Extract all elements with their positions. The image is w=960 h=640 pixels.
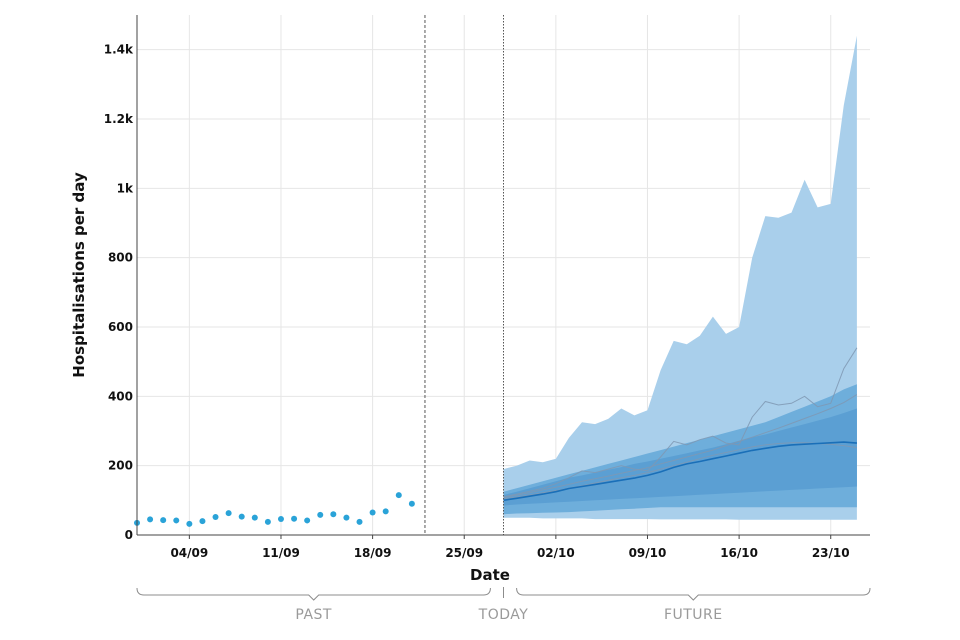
observed-point <box>212 513 219 520</box>
observed-point <box>356 518 363 525</box>
observed-point <box>343 514 350 521</box>
x-tick-label: 09/10 <box>629 546 667 560</box>
x-tick-label: 18/09 <box>354 546 392 560</box>
y-tick-label: 0 <box>125 528 133 542</box>
observed-point <box>291 515 298 522</box>
scenario-line-2 <box>503 394 858 499</box>
observed-point <box>304 517 311 524</box>
observed-point <box>369 509 376 516</box>
observed-point <box>160 517 167 524</box>
y-ticks: 0 200 400 600 800 1k 1.2k 1.4k <box>104 43 134 542</box>
observed-point <box>395 492 402 499</box>
future-label: FUTURE <box>664 607 723 623</box>
y-tick-label: 400 <box>108 389 133 403</box>
past-label: PAST <box>295 607 332 623</box>
observed-point <box>277 516 284 523</box>
observed-point <box>264 518 271 525</box>
y-tick-label: 800 <box>108 251 133 265</box>
x-tick-label: 16/10 <box>720 546 758 560</box>
today-label: TODAY <box>478 607 529 623</box>
y-tick-label: 1.4k <box>104 43 134 57</box>
y-tick-label: 600 <box>108 320 133 334</box>
forecast-band-3 <box>503 408 857 506</box>
x-ticks: 04/09 11/09 18/09 25/09 02/10 09/10 16/10 23/10 <box>170 535 850 560</box>
forecast-lines <box>503 347 858 502</box>
x-axis-title: Date <box>470 566 510 584</box>
forecast-band-1 <box>503 35 857 520</box>
scenario-line-1 <box>503 347 858 498</box>
observed-point <box>251 514 258 521</box>
period-brackets: PAST TODAY FUTURE <box>136 587 871 623</box>
future-bracket <box>516 587 871 601</box>
past-bracket <box>136 587 491 601</box>
observed-point <box>382 508 389 515</box>
x-tick-label: 25/09 <box>445 546 483 560</box>
x-tick-label: 23/10 <box>812 546 850 560</box>
observed-points <box>134 492 415 527</box>
observed-point <box>238 513 245 520</box>
observed-point <box>173 517 180 524</box>
y-tick-label: 1k <box>117 181 134 195</box>
observed-point <box>317 511 324 518</box>
axes <box>136 15 870 536</box>
observed-point <box>186 520 193 527</box>
reference-lines <box>424 15 504 535</box>
y-axis-title: Hospitalisations per day <box>70 172 88 378</box>
y-tick-label: 200 <box>108 459 133 473</box>
observed-point <box>330 511 337 518</box>
y-tick-label: 1.2k <box>104 112 134 126</box>
x-tick-label: 02/10 <box>537 546 575 560</box>
median-forecast-line <box>503 441 857 502</box>
observed-point <box>199 518 206 525</box>
x-tick-label: 11/09 <box>262 546 300 560</box>
forecast-bands <box>503 35 857 520</box>
observed-point <box>408 500 415 507</box>
x-tick-label: 04/09 <box>170 546 208 560</box>
observed-point <box>147 516 154 523</box>
observed-point <box>225 510 232 517</box>
